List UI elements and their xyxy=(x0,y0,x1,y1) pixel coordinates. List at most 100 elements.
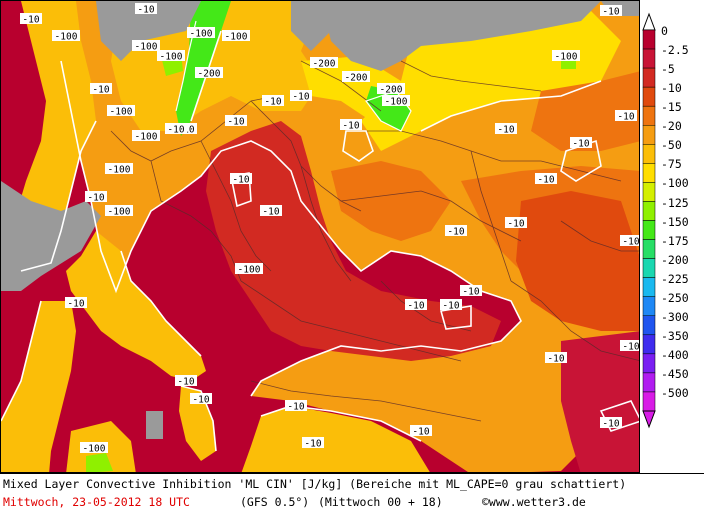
contour-label-bg xyxy=(342,71,370,82)
field-yellow-bottom-mid xyxy=(241,406,430,472)
contour-label: -10 xyxy=(177,377,194,388)
contour-label: -10 xyxy=(192,395,209,406)
legend-label: -400 xyxy=(661,347,689,362)
contour-label-bg xyxy=(85,191,107,202)
contour-label: -10 xyxy=(602,7,619,18)
legend-swatch xyxy=(642,29,656,50)
contour-label-bg xyxy=(600,417,622,428)
legend-swatch xyxy=(642,86,656,107)
contour-label: -10 xyxy=(412,427,429,438)
contour-label-bg xyxy=(175,375,197,386)
contour-label-bg xyxy=(460,285,482,296)
contour-label-bg xyxy=(620,235,639,246)
cin-map: -10 -100 -10 -10 -100 -100 -10 -10 -100 -100 -10 -1… xyxy=(0,0,640,473)
contour-label-bg xyxy=(495,123,517,134)
field-yellow-plume-s xyxy=(179,386,216,461)
contour-label: -200 xyxy=(380,85,403,96)
legend-label: -500 xyxy=(661,386,689,400)
contour-label: -200 xyxy=(313,59,336,70)
contour-label-bg xyxy=(615,110,637,121)
contour-label: -10 xyxy=(622,237,639,248)
legend-swatch xyxy=(642,67,656,88)
legend-label: -5 xyxy=(661,62,675,77)
cin-map-canvas: -10 -100 -10 -10 -100 -100 -10 -10 -100 -100 -10 -1… xyxy=(1,1,639,472)
contour-labels: -10 -100 -10 -10 -100 -100 -10 -10 -100 -100 -10 -1… xyxy=(20,3,639,455)
legend-swatch xyxy=(642,277,656,297)
contour-label: -10 xyxy=(292,92,309,103)
contour-label-bg xyxy=(20,13,42,24)
contour-label-bg xyxy=(262,95,284,106)
legend-label: -100 xyxy=(661,176,689,191)
legend-arrow-top xyxy=(642,12,656,31)
legend-colorbar xyxy=(642,12,656,429)
legend-swatch xyxy=(642,334,656,355)
contour-label: -10 xyxy=(622,342,639,353)
contour-label: -10 xyxy=(262,207,279,218)
contour-label: -10 xyxy=(304,439,321,450)
contour-label-bg xyxy=(225,115,247,126)
contour-label-bg xyxy=(340,119,362,130)
legend-arrow-bottom xyxy=(642,410,656,429)
legend-label: -300 xyxy=(661,309,689,324)
field-high-cin-east xyxy=(516,191,639,331)
contour-label: -100 xyxy=(555,52,578,63)
contour-label-bg xyxy=(410,425,432,436)
contour-label-bg xyxy=(405,299,427,310)
contour-label: -10 xyxy=(447,227,464,238)
contour-label-bg xyxy=(600,5,622,16)
legend-label: -10 xyxy=(661,81,682,96)
contour-label: -10 xyxy=(547,354,564,365)
contour-label: -10 xyxy=(167,125,184,136)
legend-label: -175 xyxy=(661,233,689,248)
contour-label: -10 xyxy=(92,85,109,96)
contour-label-bg xyxy=(157,50,185,61)
grey-scandinavia xyxy=(321,1,601,71)
contour-label: -10 xyxy=(232,175,249,186)
legend-swatch xyxy=(642,353,656,374)
contour-label: -10 xyxy=(22,15,39,26)
legend-label: -50 xyxy=(661,138,682,153)
grey-sea-northwest xyxy=(96,1,201,61)
contour-label-bg xyxy=(230,173,252,184)
contour-label-bg xyxy=(235,263,263,274)
contour-label-bg xyxy=(107,105,135,116)
contour-label: -10 xyxy=(137,5,154,16)
contour-label: -100 xyxy=(55,32,78,43)
legend-swatch xyxy=(642,105,656,126)
field-red-se xyxy=(561,331,639,472)
legend-swatch xyxy=(642,315,656,336)
field-low-cin-north xyxy=(61,1,639,472)
contour-label: -10 xyxy=(287,402,304,413)
grey-sea-small xyxy=(146,411,163,439)
legend-label: -20 xyxy=(661,119,682,134)
contour-label: -100 xyxy=(135,42,158,53)
contour-label-bg xyxy=(132,130,160,141)
contour-label: -10 xyxy=(442,301,459,312)
contour-label: -10 xyxy=(602,419,619,430)
field-yellow-west-plume xyxy=(66,231,206,381)
field-high-cin-center xyxy=(206,121,501,361)
contour-label: -100 xyxy=(385,97,408,108)
field-orange-center xyxy=(331,161,451,241)
contour-label-bg xyxy=(552,50,580,61)
contour-label: -10 xyxy=(537,175,554,186)
contour-label: -100 xyxy=(108,165,131,176)
contour-label-bg xyxy=(570,137,592,148)
caption-date: Mittwoch, 23-05-2012 18 UTC xyxy=(3,495,190,509)
legend-swatch xyxy=(642,201,656,221)
legend-swatch xyxy=(642,125,656,145)
contour-label-bg xyxy=(440,299,462,310)
contour-label: -100 xyxy=(225,32,248,43)
contour-label: -100 xyxy=(135,132,158,143)
contour-label-bg xyxy=(310,57,338,68)
legend-label: -225 xyxy=(661,271,689,286)
legend-swatch xyxy=(642,391,656,412)
contour-label-bg xyxy=(187,27,215,38)
contour-label: -100 xyxy=(108,207,131,218)
legend-label: -2.5 xyxy=(661,43,689,58)
field-green-spot3 xyxy=(86,453,113,472)
contour-label: -200 xyxy=(345,73,368,84)
color-legend xyxy=(641,0,704,473)
legend-label: -250 xyxy=(661,290,689,305)
contour-label: -10 xyxy=(507,219,524,230)
